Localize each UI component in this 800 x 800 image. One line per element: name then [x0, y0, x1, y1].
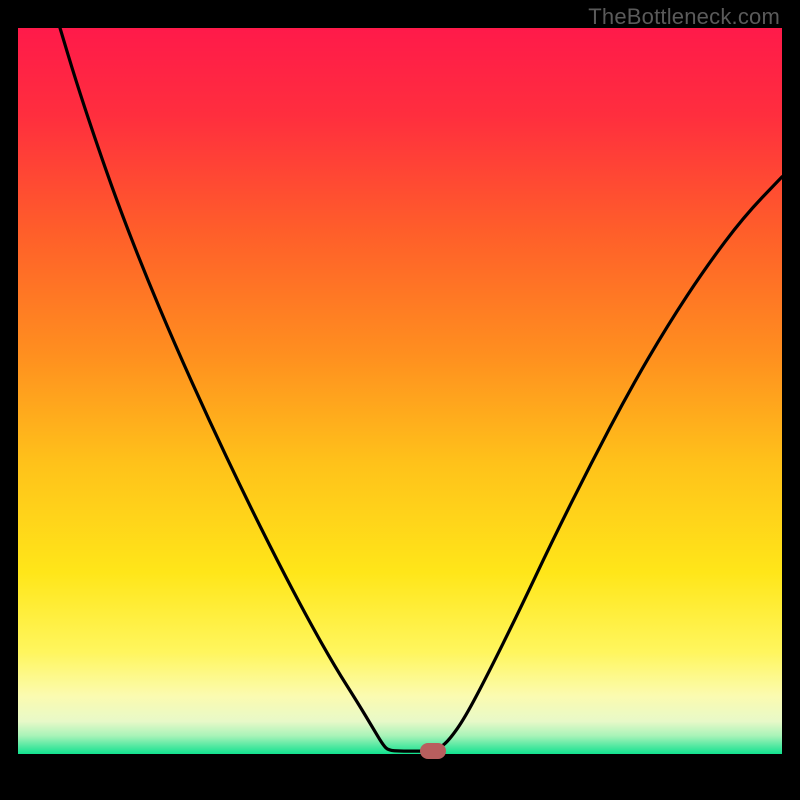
bottleneck-curve	[18, 28, 782, 754]
watermark-text: TheBottleneck.com	[588, 4, 780, 30]
plot-frame	[18, 28, 782, 754]
optimal-point-marker	[420, 743, 446, 759]
